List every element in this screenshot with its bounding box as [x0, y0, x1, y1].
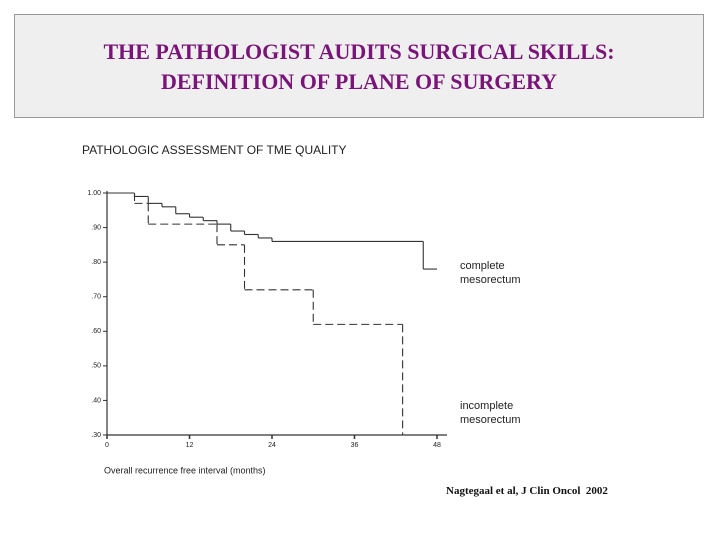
y-tick-label: .50	[91, 363, 101, 370]
series-label: complete mesorectum	[460, 260, 521, 287]
x-tick-label: 0	[105, 442, 109, 449]
x-tick-label: 12	[186, 442, 194, 449]
x-tick-label: 24	[268, 442, 276, 449]
y-tick-label: .80	[91, 259, 101, 266]
chart-title: PATHOLOGIC ASSESSMENT OF TME QUALITY	[82, 143, 347, 157]
y-tick-label: .60	[91, 328, 101, 335]
citation: Nagtegaal et al, J Clin Oncol 2002	[446, 485, 608, 497]
y-tick-label: .90	[91, 224, 101, 231]
title-line: THE PATHOLOGIST AUDITS SURGICAL SKILLS:	[103, 39, 615, 64]
y-tick-label: 1.00	[87, 190, 101, 197]
title-line: DEFINITION OF PLANE OF SURGERY	[160, 69, 558, 94]
y-tick-label: .40	[91, 397, 101, 404]
series-label: incomplete mesorectum	[460, 400, 521, 426]
x-tick-label: 48	[433, 442, 441, 449]
header: THE PATHOLOGIST AUDITS SURGICAL SKILLS: …	[14, 14, 704, 118]
y-tick-label: .30	[91, 432, 101, 439]
y-tick-label: .70	[91, 294, 101, 301]
x-tick-label: 36	[351, 442, 359, 449]
x-axis-label: Overall recurrence free interval (months…	[104, 465, 266, 475]
